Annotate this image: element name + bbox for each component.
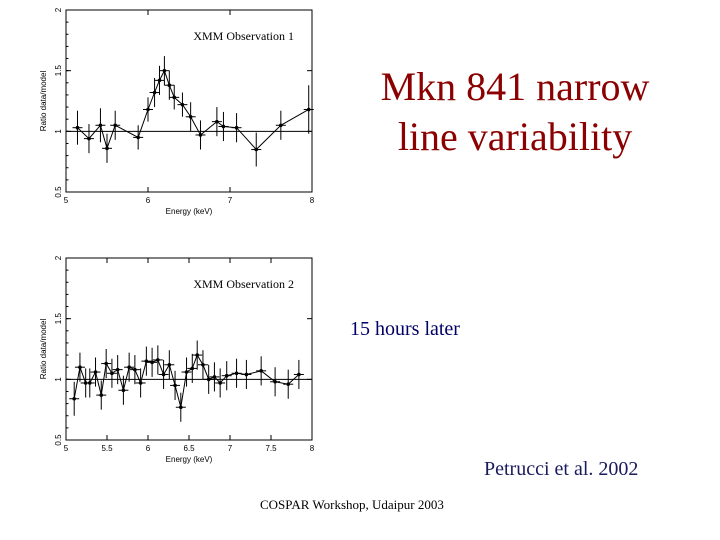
- y-axis-title: Ratio data/model: [39, 319, 48, 380]
- data-point: [138, 381, 143, 385]
- data-point: [201, 362, 205, 367]
- data-point: [286, 382, 291, 386]
- y-tick-label: 2: [54, 255, 63, 260]
- data-point: [259, 369, 263, 373]
- data-point: [78, 365, 82, 370]
- x-tick-label: 6: [146, 444, 151, 453]
- data-point: [146, 107, 150, 112]
- citation: Petrucci et al. 2002: [484, 458, 639, 480]
- data-point: [110, 371, 114, 376]
- data-point: [198, 133, 203, 137]
- x-tick-label: 6.5: [183, 444, 195, 453]
- y-tick-label: 0.5: [54, 434, 63, 446]
- slide-title-line1: Mkn 841 narrow: [380, 64, 650, 109]
- data-point: [179, 405, 183, 410]
- x-tick-label: 5: [64, 196, 69, 205]
- y-tick-label: 1: [54, 377, 63, 382]
- data-point: [221, 124, 226, 129]
- data-point: [180, 102, 185, 107]
- data-point: [152, 90, 157, 95]
- data-point: [157, 78, 162, 83]
- data-point: [234, 125, 239, 130]
- data-point: [279, 123, 283, 128]
- x-tick-label: 5: [64, 444, 69, 453]
- caption-15-hours-later: 15 hours later: [350, 318, 460, 340]
- x-tick-label: 8: [310, 444, 315, 453]
- data-point: [195, 353, 199, 357]
- x-tick-label: 7: [228, 444, 233, 453]
- data-point: [150, 360, 154, 365]
- data-point: [167, 362, 172, 367]
- data-point: [190, 366, 195, 371]
- data-point: [218, 381, 222, 385]
- data-point: [224, 373, 229, 378]
- data-point: [244, 372, 249, 377]
- plot-title: XMM Observation 1: [193, 29, 294, 43]
- data-point: [121, 388, 126, 393]
- series-line: [77, 69, 309, 151]
- chart-1: 5 6 7 8 0.5 1 1.5 2 Energy (keV) Ratio data/model…: [39, 7, 315, 216]
- x-tick-label: 5.5: [101, 444, 113, 453]
- plot-frame: [65, 9, 313, 193]
- data-point: [173, 383, 177, 388]
- x-tick-label: 8: [310, 196, 315, 205]
- data-point: [127, 365, 131, 370]
- data-point: [87, 381, 92, 385]
- footer: COSPAR Workshop, Udaipur 2003: [260, 497, 444, 512]
- data-point: [184, 370, 189, 374]
- x-tick-label: 6: [146, 196, 151, 205]
- data-point: [75, 125, 80, 130]
- series-line: [73, 353, 300, 408]
- chart-2: 5 5.5 6 6.5 7 7.5 8 0.5 1 1.5 2 Energy (keV) Ratio d…: [39, 255, 315, 464]
- data-point: [161, 372, 166, 377]
- data-point: [93, 370, 98, 374]
- data-point: [234, 371, 239, 376]
- data-point: [104, 361, 108, 366]
- data-point: [215, 119, 219, 124]
- data-point: [297, 372, 301, 377]
- data-point: [254, 147, 259, 152]
- y-tick-label: 0.5: [54, 186, 63, 198]
- slide-title-line2: line variability: [397, 114, 633, 159]
- y-tick-label: 2: [54, 7, 63, 12]
- plot-title: XMM Observation 2: [193, 277, 294, 291]
- data-point: [172, 95, 177, 100]
- data-point: [156, 358, 160, 362]
- slide-title: Mkn 841 narrow line variability: [340, 62, 690, 162]
- y-axis-title: Ratio data/model: [39, 71, 48, 132]
- data-point: [105, 146, 109, 151]
- data-point: [98, 123, 103, 128]
- data-point: [87, 136, 91, 141]
- data-point: [133, 367, 137, 372]
- x-axis-title: Energy (keV): [166, 455, 213, 464]
- x-tick-label: 7.5: [265, 444, 277, 453]
- y-tick-label: 1.5: [54, 313, 63, 325]
- data-point: [72, 396, 76, 401]
- y-tick-label: 1.5: [54, 65, 63, 77]
- data-point: [136, 135, 140, 140]
- data-point: [206, 377, 211, 382]
- data-point: [188, 114, 193, 119]
- data-point: [99, 393, 104, 397]
- data-point: [306, 107, 311, 112]
- data-point: [273, 379, 277, 384]
- data-point: [162, 68, 167, 73]
- x-tick-label: 7: [228, 196, 233, 205]
- x-axis-title: Energy (keV): [166, 207, 213, 216]
- data-point: [212, 375, 217, 379]
- data-point: [115, 367, 120, 372]
- data-point: [113, 123, 117, 128]
- data-point: [167, 83, 172, 88]
- y-tick-label: 1: [54, 129, 63, 134]
